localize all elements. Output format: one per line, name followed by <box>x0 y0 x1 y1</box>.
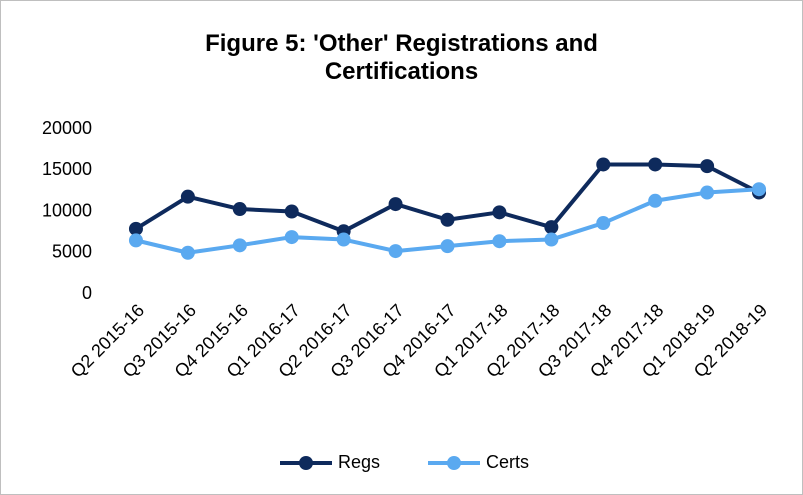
point <box>752 182 767 197</box>
y-tick-label: 20000 <box>42 118 92 138</box>
point <box>180 189 195 204</box>
y-tick-label: 0 <box>82 283 92 303</box>
point <box>388 197 403 212</box>
point <box>284 204 299 219</box>
point <box>128 233 143 248</box>
point <box>128 221 143 236</box>
y-tick-label: 5000 <box>52 242 92 262</box>
y-tick-label: 15000 <box>42 159 92 179</box>
legend-label: Regs <box>338 452 380 472</box>
point <box>544 232 559 247</box>
legend-marker <box>299 456 313 470</box>
point <box>648 157 663 172</box>
point <box>388 244 403 259</box>
chart-title: Figure 5: 'Other' Registrations and Cert… <box>205 30 598 85</box>
point <box>336 232 351 247</box>
point <box>232 238 247 253</box>
point <box>544 220 559 235</box>
y-tick-label: 10000 <box>42 200 92 220</box>
point <box>284 230 299 245</box>
point <box>492 234 507 249</box>
point <box>700 159 715 174</box>
legend-marker <box>447 456 461 470</box>
point <box>700 185 715 200</box>
point <box>440 239 455 254</box>
point <box>596 216 611 231</box>
point <box>440 212 455 227</box>
point <box>180 245 195 260</box>
point <box>232 202 247 217</box>
point <box>648 193 663 208</box>
point <box>596 157 611 172</box>
point <box>492 205 507 220</box>
legend-label: Certs <box>486 452 529 472</box>
